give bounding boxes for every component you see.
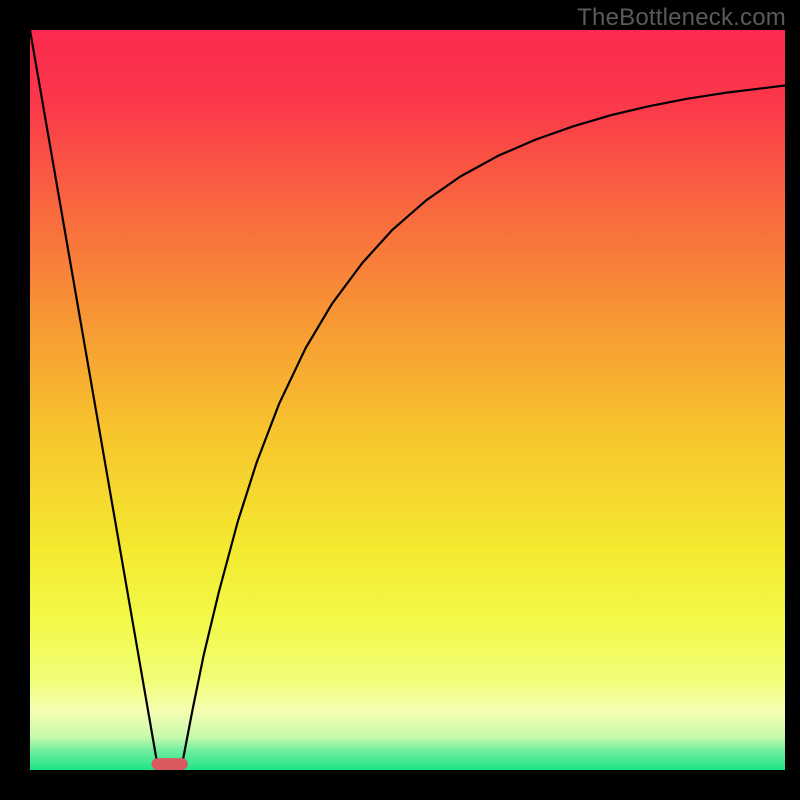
optimal-point-marker [152, 758, 188, 770]
chart-svg [0, 0, 800, 800]
bottleneck-chart: TheBottleneck.com [0, 0, 800, 800]
plot-background [30, 30, 785, 770]
watermark-text: TheBottleneck.com [577, 4, 786, 32]
